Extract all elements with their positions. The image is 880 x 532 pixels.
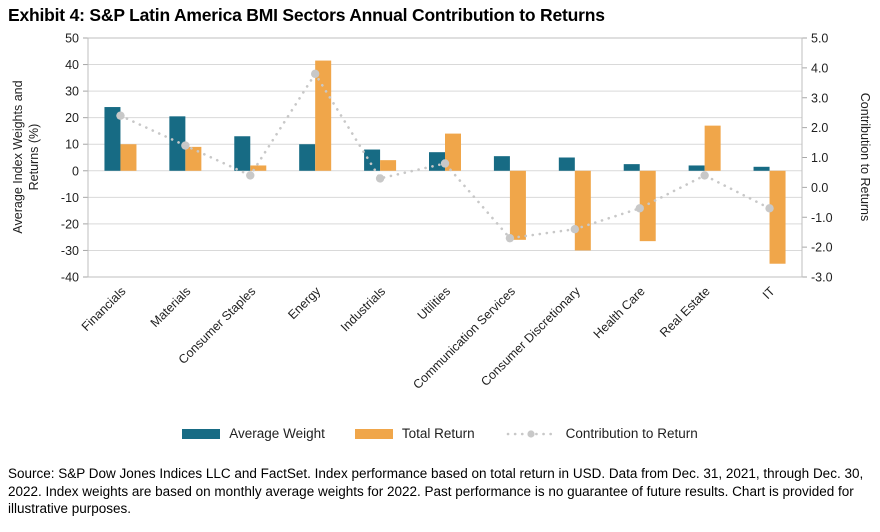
bar-total-return-industrials [380,160,397,171]
bar-total-return-communication-services [509,170,526,240]
right-axis-tick-label: -3.0 [811,271,833,285]
right-axis-tick-label: -2.0 [811,241,833,255]
x-axis-label-health-care: Health Care [591,284,648,341]
bar-total-return-consumer-discretionary [574,170,591,251]
legend-swatch-total-return [354,428,393,439]
bar-average-weight-it [753,166,770,171]
contribution-marker-utilities [440,159,450,168]
contribution-marker-financials [116,111,125,120]
bar-total-return-energy [315,60,332,171]
left-axis-tick-label: 10 [65,138,79,152]
x-axis-label-utilities: Utilities [415,284,453,322]
chart-legend: Average Weight Total Return Contribution… [0,426,880,441]
right-axis-tick-label: 3.0 [811,91,828,105]
legend-swatch-contribution-dotted-line [506,429,555,438]
contribution-marker-it [765,204,774,213]
x-axis-label-financials: Financials [79,284,129,334]
bar-average-weight-consumer-staples [234,136,251,171]
left-axis-title-line2: Returns (%) [27,124,41,191]
contribution-marker-communication-services [505,233,515,243]
contribution-marker-consumer-discretionary [570,225,580,234]
bar-average-weight-energy [299,144,316,171]
contribution-marker-consumer-staples [246,171,255,180]
bar-total-return-financials [120,144,137,171]
x-axis-label-real-estate: Real Estate [657,284,713,340]
contribution-marker-health-care [635,204,644,213]
right-axis-tick-label: 4.0 [811,61,828,75]
x-axis-label-industrials: Industrials [338,284,388,334]
left-axis-tick-label: 40 [65,58,79,72]
legend-item-contribution: Contribution to Return [505,426,698,441]
right-axis-tick-label: -1.0 [811,211,833,225]
left-axis-tick-label: -20 [61,217,79,231]
right-axis-tick-label: 1.0 [811,151,828,165]
left-axis-tick-label: 50 [65,32,79,46]
contribution-marker-materials [181,141,190,150]
contribution-marker-real-estate [700,171,709,180]
left-axis-tick-label: 20 [65,111,79,125]
bar-total-return-it [769,170,786,264]
bar-total-return-real-estate [704,125,721,171]
bar-average-weight-industrials [364,149,381,171]
contribution-chart: 50 40 30 20 10 0 -10 -20 -30 -40 5.0 4.0 3.0 2.0 1.0 0.… [11,32,872,392]
bar-total-return-utilities [445,133,461,171]
contribution-marker-energy [310,69,320,79]
x-axis-label-energy: Energy [285,284,323,322]
source-note: Source: S&P Dow Jones Indices LLC and Fa… [8,466,864,517]
plot-border [87,37,803,278]
bar-average-weight-materials [169,116,186,171]
bar-total-return-health-care [639,170,656,242]
legend-label-total-return: Total Return [401,426,475,441]
right-axis-tick-label: 5.0 [811,32,828,46]
x-axis-label-materials: Materials [148,284,194,330]
bar-average-weight-real-estate [688,165,705,171]
chart-title: Exhibit 4: S&P Latin America BMI Sectors… [8,5,605,25]
legend-item-average-weight: Average Weight [182,426,325,441]
legend-swatch-average-weight [182,428,221,439]
left-axis-tick-label: 0 [72,164,79,178]
bar-total-return-consumer-staples [250,165,267,171]
right-axis-title: Contribution to Returns [858,93,872,222]
left-axis-tick-label: -40 [61,271,79,285]
x-axis-label-it: IT [760,284,778,302]
bar-average-weight-health-care [623,164,640,171]
legend-item-total-return: Total Return [354,426,475,441]
left-axis-tick-label: -30 [61,244,79,258]
bar-total-return-materials [185,146,202,171]
right-axis-tick-label: 0.0 [811,181,828,195]
legend-label-average-weight: Average Weight [229,426,325,441]
legend-label-contribution: Contribution to Return [565,426,698,441]
contribution-marker-industrials [375,174,385,183]
bar-average-weight-communication-services [493,156,510,171]
left-axis-title-line1: Average Index Weights and [11,80,25,233]
bar-average-weight-financials [104,107,121,171]
left-axis-tick-label: 30 [65,85,79,99]
left-axis-tick-label: -10 [61,191,79,205]
bar-average-weight-consumer-discretionary [558,157,575,171]
right-axis-tick-label: 2.0 [811,121,828,135]
